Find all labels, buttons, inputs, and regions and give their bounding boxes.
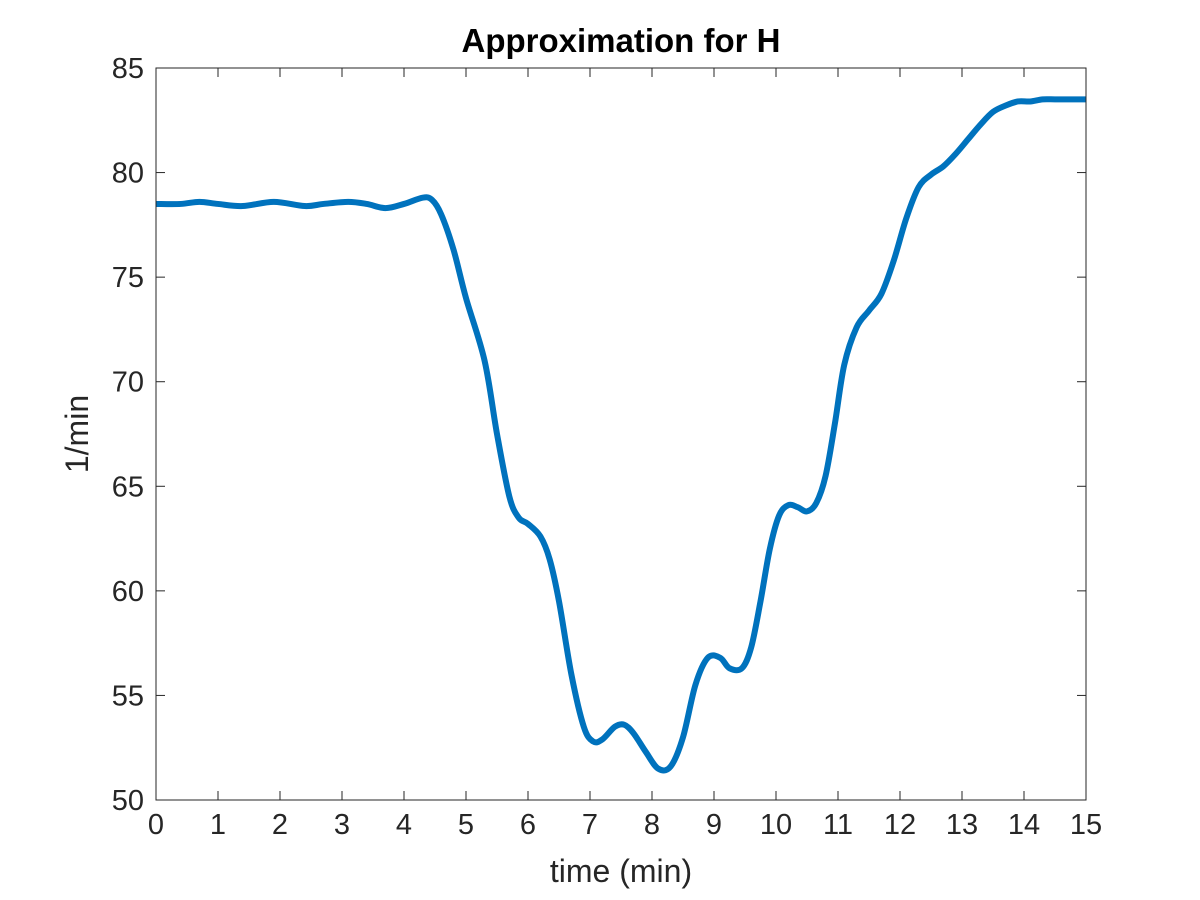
x-axis-label: time (min): [550, 853, 692, 889]
series-layer: [155, 96, 1086, 774]
y-tick-label: 85: [112, 53, 144, 85]
x-tick-label: 1: [210, 809, 226, 841]
chart-title: Approximation for H: [462, 22, 781, 59]
series-line: [155, 96, 1086, 774]
x-tick-label: 7: [582, 809, 598, 841]
x-tick-label: 4: [396, 809, 412, 841]
y-axis-label: 1/min: [59, 395, 95, 473]
x-tick-label: 12: [884, 809, 916, 841]
y-tick-label: 50: [112, 785, 144, 817]
axes-box: [155, 67, 1087, 801]
x-tick-label: 14: [1008, 809, 1040, 841]
x-tick-label: 9: [706, 809, 722, 841]
x-tick-label: 13: [946, 809, 978, 841]
x-tick-label: 6: [520, 809, 536, 841]
y-tick-label: 80: [112, 158, 144, 190]
x-tick-label: 5: [458, 809, 474, 841]
y-tick-label: 65: [112, 471, 144, 503]
x-tick-label: 15: [1070, 809, 1102, 841]
x-tick-label: 11: [823, 809, 853, 841]
plot-area: [156, 68, 1086, 800]
x-tick-label: 2: [272, 809, 288, 841]
x-tick-label: 3: [334, 809, 350, 841]
y-tick-label: 60: [112, 576, 144, 608]
x-tick-label: 0: [148, 809, 164, 841]
x-tick-label: 8: [644, 809, 660, 841]
y-tick-label: 55: [112, 680, 144, 712]
x-tick-label: 10: [760, 809, 792, 841]
y-tick-label: 75: [112, 262, 144, 294]
y-tick-label: 70: [112, 367, 144, 399]
